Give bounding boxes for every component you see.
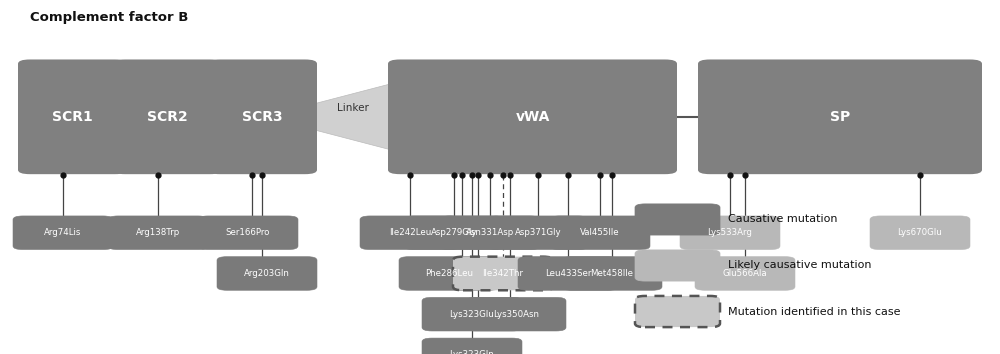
Text: SCR3: SCR3 (242, 110, 283, 124)
Text: Asn331Asp: Asn331Asp (466, 228, 514, 237)
FancyBboxPatch shape (550, 216, 650, 250)
FancyBboxPatch shape (360, 216, 460, 250)
Text: SCR1: SCR1 (52, 110, 93, 124)
Text: Lys323Gln: Lys323Gln (450, 350, 494, 354)
FancyBboxPatch shape (404, 216, 504, 250)
Text: Arg138Trp: Arg138Trp (136, 228, 180, 237)
FancyBboxPatch shape (399, 257, 499, 290)
FancyBboxPatch shape (488, 216, 588, 250)
Text: Ser166Pro: Ser166Pro (226, 228, 270, 237)
FancyBboxPatch shape (422, 297, 522, 331)
Text: Lys323Glu: Lys323Glu (450, 310, 494, 319)
Text: vWA: vWA (515, 110, 550, 124)
Polygon shape (305, 81, 400, 152)
Text: Likely causative mutation: Likely causative mutation (728, 261, 872, 270)
Text: Ile242Leu: Ile242Leu (389, 228, 431, 237)
Text: Mutation identified in this case: Mutation identified in this case (728, 307, 900, 316)
FancyBboxPatch shape (453, 257, 553, 290)
Text: Asp371Gly: Asp371Gly (515, 228, 561, 237)
Text: SCR2: SCR2 (147, 110, 188, 124)
Text: Lys533Arg: Lys533Arg (708, 228, 752, 237)
FancyBboxPatch shape (13, 216, 113, 250)
FancyBboxPatch shape (422, 338, 522, 354)
Text: Lys670Glu: Lys670Glu (898, 228, 942, 237)
FancyBboxPatch shape (18, 59, 127, 174)
Text: SP: SP (830, 110, 850, 124)
Text: Lys350Asn: Lys350Asn (493, 310, 539, 319)
FancyBboxPatch shape (208, 59, 317, 174)
FancyBboxPatch shape (388, 59, 677, 174)
FancyBboxPatch shape (680, 216, 780, 250)
FancyBboxPatch shape (113, 59, 222, 174)
FancyBboxPatch shape (217, 257, 317, 290)
Text: Val455Ile: Val455Ile (580, 228, 620, 237)
Text: Leu433Ser: Leu433Ser (545, 269, 591, 278)
Text: Arg74Lis: Arg74Lis (44, 228, 82, 237)
Text: Met458Ile: Met458Ile (590, 269, 634, 278)
FancyBboxPatch shape (108, 216, 208, 250)
FancyBboxPatch shape (440, 216, 540, 250)
Text: Glu566Ala: Glu566Ala (723, 269, 767, 278)
Text: Ile342Thr: Ile342Thr (482, 269, 524, 278)
FancyBboxPatch shape (695, 257, 795, 290)
FancyBboxPatch shape (870, 216, 970, 250)
FancyBboxPatch shape (698, 59, 982, 174)
Text: Asp279Gly: Asp279Gly (431, 228, 477, 237)
FancyBboxPatch shape (518, 257, 618, 290)
Text: Complement factor B: Complement factor B (30, 11, 188, 24)
FancyBboxPatch shape (635, 204, 720, 235)
Text: Phe286Leu: Phe286Leu (425, 269, 473, 278)
Text: Arg203Gln: Arg203Gln (244, 269, 290, 278)
FancyBboxPatch shape (198, 216, 298, 250)
FancyBboxPatch shape (635, 296, 720, 327)
FancyBboxPatch shape (635, 250, 720, 281)
FancyBboxPatch shape (466, 297, 566, 331)
Text: Causative mutation: Causative mutation (728, 215, 838, 224)
FancyBboxPatch shape (562, 257, 662, 290)
Text: Linker: Linker (337, 103, 368, 113)
